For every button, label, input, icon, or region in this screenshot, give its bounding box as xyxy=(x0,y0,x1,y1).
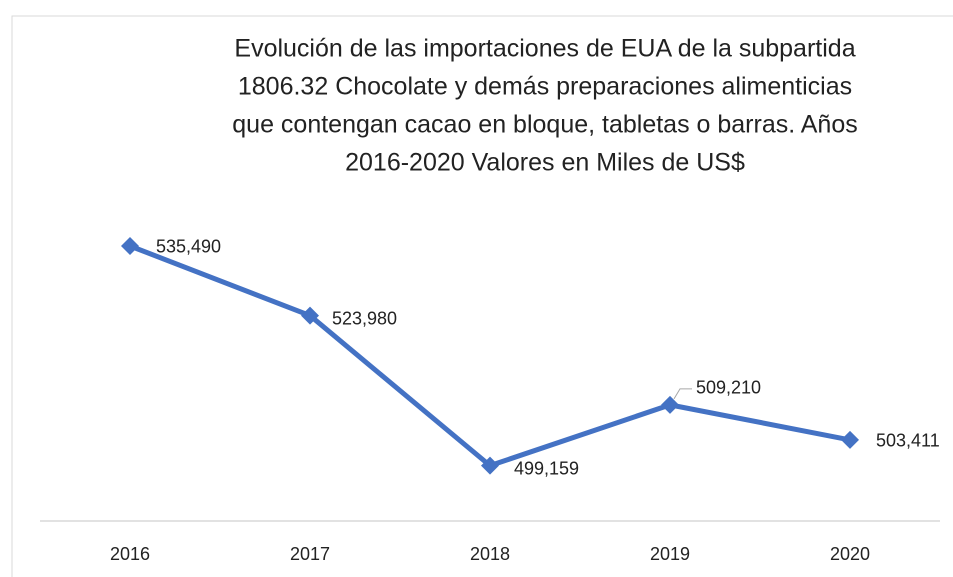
chart-title: 2016-2020 Valores en Miles de US$ xyxy=(345,149,745,177)
data-label: 523,980 xyxy=(332,308,397,328)
data-label: 509,210 xyxy=(696,378,761,398)
x-tick-label: 2020 xyxy=(830,544,870,564)
x-tick-label: 2019 xyxy=(650,544,690,564)
x-tick-label: 2018 xyxy=(470,544,510,564)
data-label: 535,490 xyxy=(156,237,221,257)
chart-title: 1806.32 Chocolate y demás preparaciones … xyxy=(238,73,852,101)
marker xyxy=(661,395,679,414)
x-tick-label: 2017 xyxy=(290,544,330,564)
chart-title: que contengan cacao en bloque, tabletas … xyxy=(232,111,857,139)
data-label: 503,411 xyxy=(876,431,940,451)
data-label: 499,159 xyxy=(514,458,579,478)
marker xyxy=(841,430,859,449)
marker xyxy=(301,306,319,325)
marker xyxy=(121,236,139,255)
x-tick-label: 2016 xyxy=(110,544,150,564)
chart-title: Evolución de las importaciones de EUA de… xyxy=(234,35,855,63)
chart-frame xyxy=(11,15,953,577)
marker xyxy=(481,456,499,475)
leader-line xyxy=(673,388,692,400)
